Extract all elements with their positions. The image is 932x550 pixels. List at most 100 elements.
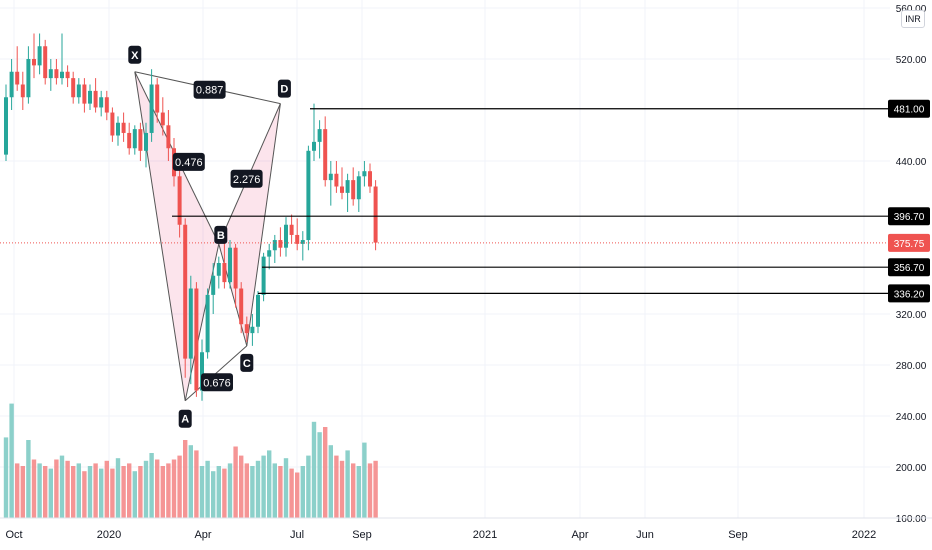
- candle-body: [300, 240, 305, 244]
- volume-bars: [3, 403, 378, 518]
- volume-bar: [295, 472, 300, 518]
- x-tick-label: Apr: [194, 529, 211, 541]
- volume-bar: [289, 468, 294, 518]
- candle-body: [82, 84, 87, 104]
- pattern-bcd-fill: [218, 103, 281, 346]
- candle-body: [177, 176, 182, 225]
- level-label-box: [888, 258, 930, 277]
- candle-body: [48, 69, 53, 79]
- candle-body: [340, 186, 344, 193]
- x-tick-label: 2021: [473, 529, 497, 541]
- y-tick-label: 240.00: [896, 412, 927, 423]
- level-label: 481.00: [894, 105, 925, 116]
- candle-body: [9, 71, 14, 98]
- price-axis[interactable]: 160.00 200.00 240.00 280.00 320.00 440.00 520.…: [896, 4, 927, 525]
- x-tick-label: Sep: [352, 529, 372, 541]
- candle-body: [20, 84, 25, 98]
- leg-xa: [134, 71, 186, 401]
- volume-bar: [306, 455, 311, 518]
- candle-body: [149, 84, 154, 133]
- ratio-label-box: [172, 152, 205, 171]
- volume-bar: [99, 468, 104, 518]
- candle-body: [356, 176, 361, 200]
- candle-body: [155, 84, 160, 113]
- candle-body: [284, 224, 288, 248]
- volume-bar: [43, 466, 48, 518]
- candlesticks: [4, 33, 378, 401]
- level-label-box: [888, 99, 930, 118]
- volume-bar: [278, 466, 283, 518]
- volume-bar: [37, 463, 42, 518]
- volume-bar: [65, 460, 70, 518]
- ratio-label-box: [201, 373, 233, 392]
- candle-body: [188, 288, 193, 359]
- candle-body: [205, 294, 210, 353]
- point-label-d: D: [280, 84, 288, 96]
- candle-body: [362, 171, 367, 177]
- current-price-label: 375.75: [894, 239, 925, 250]
- volume-bar: [317, 432, 322, 518]
- volume-bar: [205, 460, 210, 518]
- candle-body: [99, 97, 104, 108]
- volume-bar: [31, 459, 37, 518]
- level-label-box: [888, 284, 930, 303]
- volume-bar: [71, 466, 76, 518]
- candle-body: [317, 129, 322, 142]
- volume-bar: [87, 466, 93, 518]
- y-tick-label: 200.00: [896, 463, 927, 474]
- candle-body: [250, 326, 255, 334]
- volume-bar: [222, 468, 227, 518]
- volume-bar: [199, 466, 205, 518]
- volume-bar: [155, 459, 160, 518]
- candle-body: [88, 90, 92, 104]
- time-axis[interactable]: Oct 2020 Apr Jul Sep 2021 Apr Jun Sep 2022: [0, 517, 932, 541]
- candle-body: [323, 129, 328, 181]
- volume-bar: [93, 463, 98, 518]
- volume-bar: [250, 466, 255, 518]
- point-label-a-box: [178, 409, 192, 428]
- point-label-x: X: [131, 50, 139, 62]
- volume-bar: [373, 460, 378, 518]
- candle-body: [289, 224, 294, 235]
- candle-body: [132, 129, 137, 149]
- candle-body: [144, 132, 148, 151]
- volume-bar: [160, 466, 165, 518]
- candle-body: [244, 324, 249, 334]
- candle-body: [194, 288, 199, 391]
- candle-body: [37, 46, 42, 66]
- candle-body: [222, 263, 227, 283]
- x-tick-label: Apr: [571, 529, 588, 541]
- candle-body: [211, 275, 216, 295]
- point-label-x-box: [128, 45, 142, 64]
- candle-body: [26, 59, 31, 98]
- candle-body: [368, 171, 372, 187]
- volume-bar: [328, 445, 333, 518]
- volume-bar: [356, 466, 361, 518]
- candle-body: [334, 173, 339, 187]
- volume-bar: [143, 460, 149, 518]
- candle-body: [351, 180, 356, 200]
- candle-body: [166, 125, 171, 149]
- volume-bar: [177, 455, 182, 518]
- volume-bar: [267, 450, 272, 518]
- candle-body: [43, 46, 48, 79]
- candle-body: [373, 186, 378, 243]
- volume-bar: [300, 466, 305, 518]
- volume-bar: [283, 458, 289, 518]
- candle-body: [328, 173, 333, 181]
- candle-body: [121, 122, 126, 133]
- candle-body: [160, 112, 165, 126]
- candle-body: [295, 234, 300, 244]
- gridlines: [0, 0, 890, 519]
- candle-body: [104, 97, 109, 113]
- currency-badge[interactable]: INR: [901, 10, 925, 28]
- y-tick-label: 160.00: [896, 514, 927, 525]
- candle-body: [183, 224, 188, 359]
- candle-body: [15, 71, 20, 85]
- point-label-b-box: [214, 225, 228, 244]
- leg-cd: [246, 103, 281, 346]
- volume-bar: [211, 471, 216, 518]
- volume-bar: [183, 440, 188, 518]
- point-label-a: A: [181, 414, 189, 426]
